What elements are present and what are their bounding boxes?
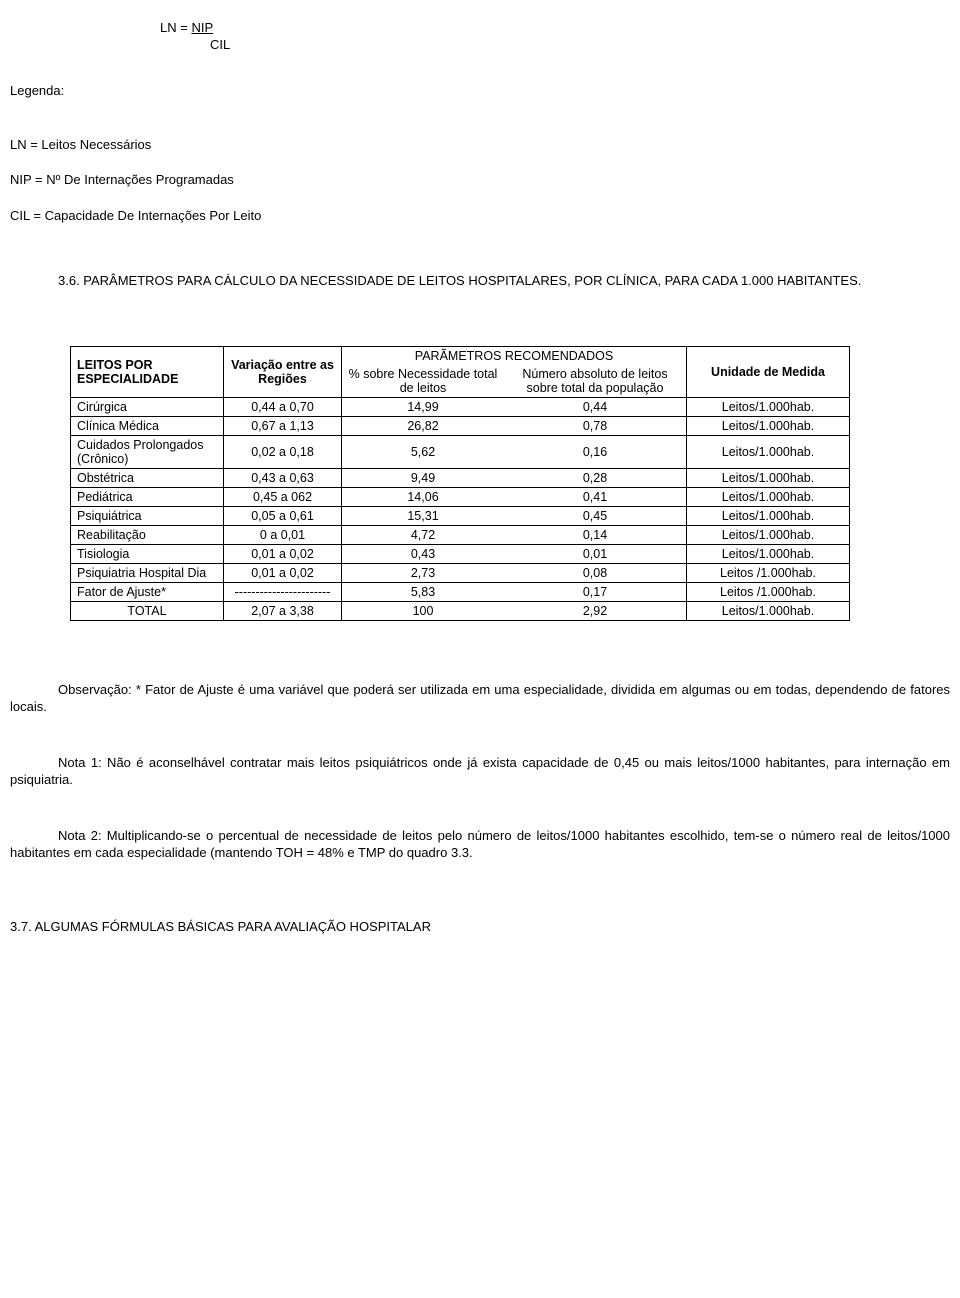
cell-abs: 0,41 bbox=[504, 487, 687, 506]
table-row: Pediátrica 0,45 a 062 14,06 0,41 Leitos/… bbox=[71, 487, 850, 506]
cell-total-pct: 100 bbox=[342, 601, 505, 620]
cell-esp: Psiquiátrica bbox=[71, 506, 224, 525]
cell-uni: Leitos/1.000hab. bbox=[687, 397, 850, 416]
th-unidade: Unidade de Medida bbox=[687, 346, 850, 397]
table-row: Psiquiátrica 0,05 a 0,61 15,31 0,45 Leit… bbox=[71, 506, 850, 525]
cell-uni: Leitos/1.000hab. bbox=[687, 487, 850, 506]
cell-pct: 15,31 bbox=[342, 506, 505, 525]
cell-var: 0,02 a 0,18 bbox=[224, 435, 342, 468]
formula-line: LN = NIP bbox=[160, 20, 950, 35]
th-variacao: Variação entre as Regiões bbox=[224, 346, 342, 397]
section-3-7: 3.7. ALGUMAS FÓRMULAS BÁSICAS PARA AVALI… bbox=[10, 918, 950, 936]
cell-abs: 0,78 bbox=[504, 416, 687, 435]
cell-abs: 0,16 bbox=[504, 435, 687, 468]
table-row: Psiquiatria Hospital Dia 0,01 a 0,02 2,7… bbox=[71, 563, 850, 582]
cell-esp: Psiquiatria Hospital Dia bbox=[71, 563, 224, 582]
parametros-table: LEITOS POR ESPECIALIDADE Variação entre … bbox=[70, 346, 850, 621]
cell-esp: Cirúrgica bbox=[71, 397, 224, 416]
cell-uni: Leitos/1.000hab. bbox=[687, 435, 850, 468]
cell-uni: Leitos/1.000hab. bbox=[687, 525, 850, 544]
legenda-item: CIL = Capacidade De Internações Por Leit… bbox=[10, 207, 950, 225]
legenda-title: Legenda: bbox=[10, 82, 950, 100]
cell-abs: 0,17 bbox=[504, 582, 687, 601]
th-abs: Número absoluto de leitos sobre total da… bbox=[504, 365, 687, 398]
cell-total-uni: Leitos/1.000hab. bbox=[687, 601, 850, 620]
table-row: Fator de Ajuste* -----------------------… bbox=[71, 582, 850, 601]
cell-pct: 2,73 bbox=[342, 563, 505, 582]
cell-total-abs: 2,92 bbox=[504, 601, 687, 620]
th-especialidade: LEITOS POR ESPECIALIDADE bbox=[71, 346, 224, 397]
legenda-item: NIP = Nº De Internações Programadas bbox=[10, 171, 950, 189]
cell-abs: 0,28 bbox=[504, 468, 687, 487]
table-row: Obstétrica 0,43 a 0,63 9,49 0,28 Leitos/… bbox=[71, 468, 850, 487]
th-super: PARÃMETROS RECOMENDADOS bbox=[342, 346, 687, 365]
th-pct: % sobre Necessidade total de leitos bbox=[342, 365, 505, 398]
table-total-row: TOTAL 2,07 a 3,38 100 2,92 Leitos/1.000h… bbox=[71, 601, 850, 620]
cell-abs: 0,14 bbox=[504, 525, 687, 544]
cell-var: 0,45 a 062 bbox=[224, 487, 342, 506]
cell-var: 0,67 a 1,13 bbox=[224, 416, 342, 435]
cell-pct: 5,62 bbox=[342, 435, 505, 468]
cell-pct: 0,43 bbox=[342, 544, 505, 563]
cell-var: 0,43 a 0,63 bbox=[224, 468, 342, 487]
cell-abs: 0,08 bbox=[504, 563, 687, 582]
cell-var: 0,01 a 0,02 bbox=[224, 544, 342, 563]
table-row: Cuidados Prolongados (Crônico) 0,02 a 0,… bbox=[71, 435, 850, 468]
cell-pct: 9,49 bbox=[342, 468, 505, 487]
cell-uni: Leitos/1.000hab. bbox=[687, 416, 850, 435]
cell-esp: Reabilitação bbox=[71, 525, 224, 544]
table-row: Tisiologia 0,01 a 0,02 0,43 0,01 Leitos/… bbox=[71, 544, 850, 563]
nota-2: Nota 2: Multiplicando-se o percentual de… bbox=[10, 827, 950, 862]
cell-var: 0 a 0,01 bbox=[224, 525, 342, 544]
cell-var: 0,01 a 0,02 bbox=[224, 563, 342, 582]
cell-esp: Cuidados Prolongados (Crônico) bbox=[71, 435, 224, 468]
cell-esp: Pediátrica bbox=[71, 487, 224, 506]
cell-var: 0,05 a 0,61 bbox=[224, 506, 342, 525]
formula-rhs: NIP bbox=[191, 20, 213, 35]
cell-esp: Clínica Médica bbox=[71, 416, 224, 435]
cell-abs: 0,44 bbox=[504, 397, 687, 416]
cell-pct: 4,72 bbox=[342, 525, 505, 544]
cell-pct: 5,83 bbox=[342, 582, 505, 601]
cell-uni: Leitos /1.000hab. bbox=[687, 582, 850, 601]
cell-abs: 0,45 bbox=[504, 506, 687, 525]
cell-pct: 14,99 bbox=[342, 397, 505, 416]
cell-var: ----------------------- bbox=[224, 582, 342, 601]
cell-esp: Obstétrica bbox=[71, 468, 224, 487]
legenda-item: LN = Leitos Necessários bbox=[10, 136, 950, 154]
table-row: Cirúrgica 0,44 a 0,70 14,99 0,44 Leitos/… bbox=[71, 397, 850, 416]
table-row: Reabilitação 0 a 0,01 4,72 0,14 Leitos/1… bbox=[71, 525, 850, 544]
formula-denominator: CIL bbox=[210, 37, 230, 52]
cell-uni: Leitos/1.000hab. bbox=[687, 468, 850, 487]
section-3-6: 3.6. PARÂMETROS PARA CÁLCULO DA NECESSID… bbox=[10, 272, 950, 290]
observacao: Observação: * Fator de Ajuste é uma vari… bbox=[10, 681, 950, 716]
cell-total-var: 2,07 a 3,38 bbox=[224, 601, 342, 620]
table-row: Clínica Médica 0,67 a 1,13 26,82 0,78 Le… bbox=[71, 416, 850, 435]
formula-lhs: LN = bbox=[160, 20, 191, 35]
cell-pct: 26,82 bbox=[342, 416, 505, 435]
cell-pct: 14,06 bbox=[342, 487, 505, 506]
cell-uni: Leitos/1.000hab. bbox=[687, 506, 850, 525]
nota-1: Nota 1: Não é aconselhável contratar mai… bbox=[10, 754, 950, 789]
cell-abs: 0,01 bbox=[504, 544, 687, 563]
cell-uni: Leitos /1.000hab. bbox=[687, 563, 850, 582]
cell-total-esp: TOTAL bbox=[71, 601, 224, 620]
cell-uni: Leitos/1.000hab. bbox=[687, 544, 850, 563]
cell-esp: Tisiologia bbox=[71, 544, 224, 563]
cell-esp: Fator de Ajuste* bbox=[71, 582, 224, 601]
cell-var: 0,44 a 0,70 bbox=[224, 397, 342, 416]
